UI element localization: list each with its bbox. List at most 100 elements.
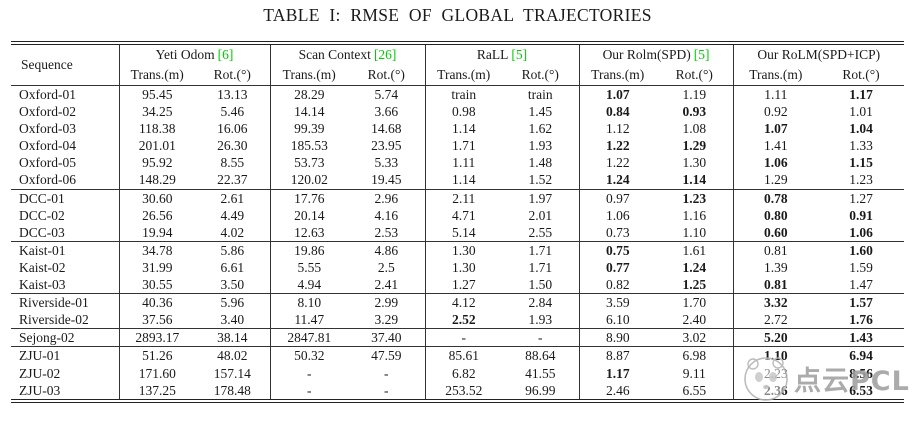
value-cell: 1.71 [424, 137, 502, 155]
value-cell: 41.55 [525, 365, 556, 381]
citation-ref[interactable]: [5] [511, 47, 528, 62]
value-cell: 37.40 [348, 328, 425, 347]
value-cell: 4.02 [220, 224, 245, 240]
method-name: RaLL [476, 47, 509, 62]
value-cell: 2.99 [348, 293, 425, 312]
citation-ref[interactable]: [5] [693, 47, 710, 62]
value-cell: 5.20 [732, 328, 819, 347]
value-cell: 148.29 [118, 171, 195, 190]
value-cell: 1.30 [424, 258, 502, 277]
value-cell: 0.81 [732, 276, 819, 294]
table-row: DCC-02 26.56 4.49 20.14 4.16 4.71 2.01 1.06 1.16… [11, 206, 904, 224]
value-cell: 6.10 [578, 311, 656, 329]
value-cell: 48.02 [195, 346, 270, 365]
header-row-sub: Trans.(m) Rot.(°) Trans.(m) Rot.(°) Tran… [11, 65, 905, 86]
value-cell: 2893.17 [118, 328, 195, 347]
value-cell: 11.47 [269, 311, 348, 329]
value-cell: 8.87 [578, 346, 656, 365]
table-row: Oxford-01 95.45 13.13 28.29 5.74 train train 1.… [11, 85, 904, 104]
table-row: ZJU-02 171.60 157.14 - - 6.82 41.55 1.17 9.11 2.2… [11, 364, 904, 382]
rmse-table: Sequence Yeti Odom [6] Scan Context [26] R… [11, 41, 905, 403]
value-cell: 8.56 [849, 365, 873, 381]
value-cell: 6.55 [682, 382, 707, 398]
value-cell: 2.61 [195, 188, 270, 207]
value-cell: 0.60 [732, 223, 819, 242]
table-title: TABLE I: RMSE OF GLOBAL TRAJECTORIES [263, 5, 652, 25]
value-cell: 118.38 [118, 120, 195, 138]
value-cell: train [424, 85, 502, 104]
value-cell: 1.19 [682, 87, 707, 102]
subheader-trans: Trans.(m) [424, 65, 502, 86]
citation-ref[interactable]: [26] [373, 47, 397, 62]
value-cell: 253.52 [424, 381, 502, 401]
value-cell: 1.06 [578, 206, 656, 224]
value-cell: 1.30 [424, 240, 502, 259]
value-cell: 13.13 [217, 87, 248, 102]
value-cell: 0.84 [578, 103, 656, 121]
subheader-trans: Trans.(m) [732, 65, 819, 86]
value-cell: - [424, 328, 502, 347]
sequence-cell: DCC-03 [11, 223, 120, 242]
value-cell: 0.93 [682, 104, 707, 120]
value-cell: 0.92 [732, 103, 819, 121]
value-cell: 0.75 [578, 240, 656, 259]
value-cell: 1.52 [528, 172, 553, 188]
value-cell: 171.60 [118, 364, 195, 382]
value-cell: 1.15 [849, 155, 873, 171]
sequence-cell: Oxford-06 [11, 171, 120, 190]
value-cell: 1.10 [732, 346, 819, 365]
value-cell: 2.41 [374, 277, 399, 293]
col-header-rall: RaLL [5] [424, 43, 579, 65]
value-cell: 1.59 [849, 259, 873, 275]
value-cell: 1.23 [656, 188, 734, 207]
value-cell: 6.61 [220, 259, 245, 275]
value-cell: 5.33 [374, 155, 399, 171]
sequence-cell: Oxford-04 [11, 137, 120, 155]
sequence-cell: Oxford-05 [11, 154, 120, 172]
value-cell: 4.86 [348, 240, 425, 259]
value-cell: 8.90 [578, 328, 656, 347]
value-cell: 1.11 [424, 154, 502, 172]
value-cell: 4.71 [424, 206, 502, 224]
value-cell: 1.61 [656, 240, 734, 259]
value-cell: 1.93 [528, 138, 553, 154]
sequence-cell: DCC-02 [11, 206, 120, 224]
sequence-cell: ZJU-02 [11, 364, 120, 382]
citation-ref[interactable]: [6] [217, 47, 234, 62]
sequence-cell: DCC-01 [11, 188, 120, 207]
table-row: DCC-01 30.60 2.61 17.76 2.96 2.11 1.97 0.97 1.23… [11, 188, 905, 207]
value-cell: 5.74 [374, 87, 399, 102]
value-cell: 85.61 [424, 346, 502, 365]
value-cell: 1.93 [528, 312, 553, 328]
value-cell: 3.29 [374, 312, 399, 328]
value-cell: 51.26 [118, 346, 195, 365]
value-cell: 3.50 [220, 277, 245, 293]
value-cell: 1.07 [578, 85, 656, 104]
sequence-cell: ZJU-03 [11, 381, 120, 401]
value-cell: 8.55 [220, 155, 245, 171]
method-name: Scan Context [298, 47, 371, 62]
value-cell: 1.08 [682, 121, 707, 137]
value-cell: 22.37 [217, 172, 248, 188]
value-cell: 1.71 [502, 240, 579, 259]
value-cell: 1.06 [849, 224, 873, 240]
value-cell: 0.78 [732, 188, 819, 207]
value-cell: 1.14 [424, 120, 502, 138]
value-cell: 20.14 [269, 206, 348, 224]
value-cell: 19.94 [118, 223, 195, 242]
header-row-groups: Sequence Yeti Odom [6] Scan Context [26] R… [11, 43, 905, 86]
table-row: Kaist-03 30.55 3.50 4.94 2.41 1.27 1.50 0.82 1.2… [11, 276, 904, 294]
value-cell: 1.14 [682, 172, 707, 188]
value-cell: 19.45 [371, 172, 402, 188]
table-row: Oxford-03 118.38 16.06 99.39 14.68 1.14 1.62 1.… [11, 120, 904, 138]
value-cell: 2.01 [528, 207, 553, 223]
value-cell: 14.14 [269, 103, 348, 121]
value-cell: 1.29 [682, 138, 707, 154]
table-row: DCC-03 19.94 4.02 12.63 2.53 5.14 2.55 0.73 1.10… [11, 223, 904, 242]
value-cell: 34.78 [118, 240, 195, 259]
subheader-trans: Trans.(m) [118, 65, 195, 86]
sequence-cell: Kaist-02 [11, 258, 120, 277]
table-row: Sejong-02 2893.17 38.14 2847.81 37.40- -8.90 3… [11, 328, 905, 347]
value-cell: 2.72 [732, 311, 819, 329]
value-cell: 1.97 [502, 188, 579, 207]
